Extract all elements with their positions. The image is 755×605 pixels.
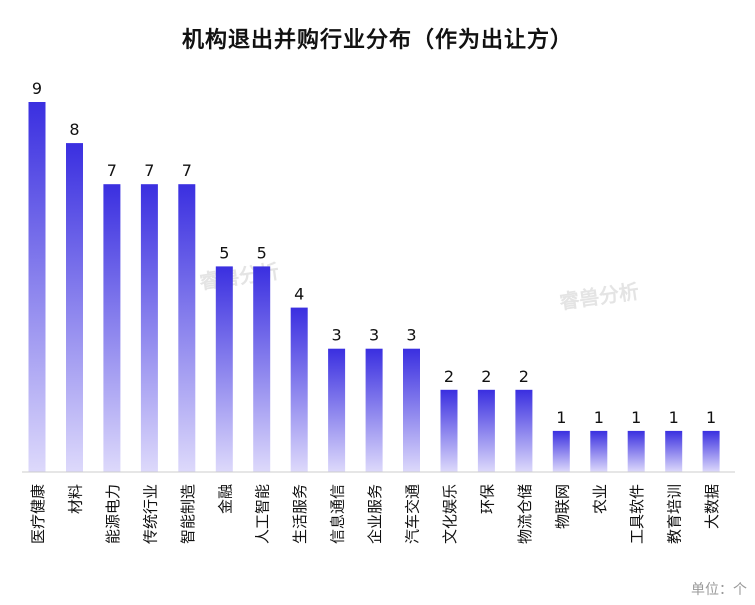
bar-金融 [215,266,233,472]
data-label: 5 [257,243,267,262]
bar-工具软件 [627,430,645,472]
data-label: 2 [481,367,491,386]
bar-企业服务 [365,348,383,472]
watermark-right: 睿兽分析 [558,279,641,314]
category-label: 工具软件 [628,484,646,544]
data-label: 5 [219,243,229,262]
category-label: 物流仓储 [516,484,534,544]
bar-人工智能 [253,266,271,472]
data-label: 3 [369,326,379,345]
unit-label: 单位：个 [691,582,747,598]
bar-教育培训 [665,430,683,472]
chart-title: 机构退出并购行业分布（作为出让方） [181,28,573,53]
data-label: 2 [519,367,529,386]
data-label: 7 [182,161,192,180]
data-label: 1 [594,408,604,427]
data-label: 1 [706,408,716,427]
bar-生活服务 [290,307,308,472]
bar-农业 [590,430,608,472]
bar-智能制造 [178,184,196,472]
data-label: 1 [631,408,641,427]
category-label: 智能制造 [179,484,197,544]
data-label: 4 [294,285,304,304]
category-label: 信息通信 [329,484,347,544]
data-label: 1 [669,408,679,427]
category-label: 传统行业 [141,484,159,544]
bar-能源电力 [103,184,121,472]
category-label: 能源电力 [104,484,122,544]
category-label: 环保 [478,484,496,514]
data-label: 7 [107,161,117,180]
category-label: 人工智能 [254,484,272,544]
bar-传统行业 [140,184,158,472]
category-label: 金融 [216,484,234,514]
category-label: 企业服务 [366,484,384,544]
data-label: 2 [444,367,454,386]
category-label: 农业 [591,484,609,514]
category-label: 教育培训 [666,484,684,544]
data-label: 1 [556,408,566,427]
category-label: 大数据 [703,484,721,529]
bar-物流仓储 [515,389,533,472]
bar-医疗健康 [28,102,46,472]
data-label: 9 [32,79,42,98]
bar-大数据 [702,430,720,472]
data-label: 7 [144,161,154,180]
data-label: 3 [332,326,342,345]
category-labels-layer: 医疗健康 材料 能源电力 传统行业 智能制造 金融 人工智能 生活服务 信息通信 企业服务 汽车交通… [29,484,721,544]
category-label: 文化娱乐 [441,484,459,544]
category-label: 医疗健康 [29,484,47,544]
category-label: 生活服务 [291,484,309,544]
category-label: 汽车交通 [404,484,422,544]
category-label: 材料 [67,484,85,514]
bar-汽车交通 [403,348,420,472]
data-label: 8 [69,120,79,139]
bar-物联网 [552,430,570,472]
category-label: 物联网 [553,484,571,529]
bar-材料 [66,143,83,472]
bar-环保 [477,389,495,472]
bars-layer: 9 8 7 7 7 5 5 4 3 3 3 2 2 2 1 1 1 1 1 [28,79,720,472]
data-label: 3 [406,326,416,345]
bar-文化娱乐 [440,389,458,472]
bar-信息通信 [328,348,346,472]
